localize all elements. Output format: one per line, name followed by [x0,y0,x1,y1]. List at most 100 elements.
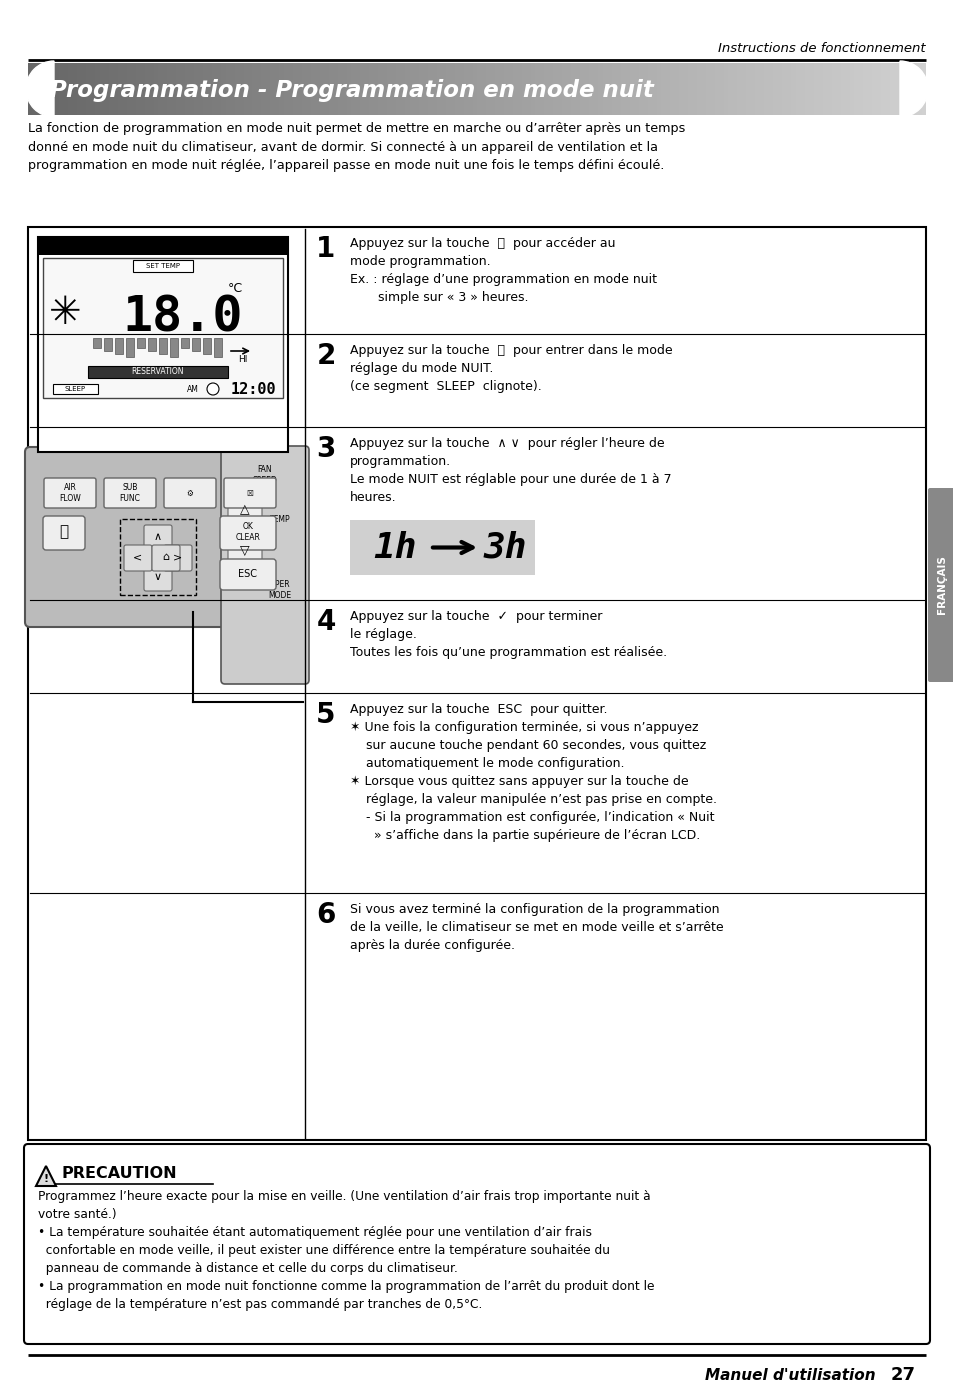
Bar [818,63,822,115]
Bar [427,63,432,115]
Bar [476,63,481,115]
Bar [203,63,208,115]
Bar [132,63,136,115]
Bar [589,63,594,115]
Bar [821,63,827,115]
Bar [432,63,436,115]
Bar [916,63,921,115]
Bar [790,63,796,115]
FancyBboxPatch shape [152,545,180,571]
Bar [342,63,347,115]
Bar [921,63,925,115]
FancyBboxPatch shape [221,447,309,685]
Bar [647,63,652,115]
Text: SLEEP: SLEEP [65,386,86,392]
Bar [692,63,697,115]
Bar [889,63,894,115]
Text: 6: 6 [316,902,335,930]
Bar [132,260,193,272]
Bar [526,63,531,115]
Bar [831,63,836,115]
Bar [642,63,647,115]
Text: Appuyez sur la touche  ✓  pour terminer
le réglage.
Toutes les fois qu’une progr: Appuyez sur la touche ✓ pour terminer le… [350,610,666,659]
Bar [741,63,746,115]
Text: Appuyez sur la touche  ∧ ∨  pour régler l’heure de
programmation.
Le mode NUIT e: Appuyez sur la touche ∧ ∨ pour régler l’… [350,437,671,504]
Bar [620,63,625,115]
Bar [377,63,383,115]
Bar [360,63,365,115]
Bar [858,63,862,115]
Bar [571,63,576,115]
Bar [634,63,639,115]
Bar [104,337,112,351]
Bar [137,337,145,349]
Text: SUB
FUNC: SUB FUNC [119,483,140,503]
Bar [723,63,728,115]
Bar [28,63,33,115]
Bar [490,63,495,115]
Bar [800,63,804,115]
Bar [732,63,738,115]
FancyBboxPatch shape [228,538,262,561]
Text: Programmez l’heure exacte pour la mise en veille. (Une ventilation d’air frais t: Programmez l’heure exacte pour la mise e… [38,1190,654,1310]
Text: ∨: ∨ [153,573,162,582]
Text: ▽: ▽ [240,543,250,556]
Bar [100,63,105,115]
Bar [135,63,141,115]
Bar [382,63,387,115]
Bar [225,63,231,115]
Bar [149,63,154,115]
Bar [355,63,360,115]
Text: ⌂: ⌂ [162,552,170,561]
Bar [808,63,814,115]
Text: 3h: 3h [483,531,526,564]
Bar [876,63,881,115]
Bar [350,519,535,575]
Bar [503,63,508,115]
Bar [485,63,491,115]
Bar [221,63,226,115]
Bar [91,63,95,115]
Bar [624,63,630,115]
Bar [710,63,715,115]
Bar [714,63,720,115]
Bar [760,63,764,115]
Bar [167,63,172,115]
Text: 2: 2 [316,342,335,370]
Bar [544,63,549,115]
Bar [46,63,51,115]
Text: 4: 4 [316,608,335,636]
Bar [598,63,602,115]
Bar [697,63,701,115]
Bar [115,337,123,354]
Bar [866,63,872,115]
Bar [840,63,844,115]
Bar [409,63,415,115]
Bar [499,63,504,115]
Bar [37,63,42,115]
Bar [185,63,190,115]
Text: 27: 27 [890,1366,915,1385]
Bar [665,63,670,115]
Wedge shape [899,62,927,118]
Text: PRECAUTION: PRECAUTION [62,1166,177,1182]
Bar [82,63,87,115]
Bar [192,337,200,351]
Text: Appuyez sur la touche  ESC  pour quitter.
✶ Une fois la configuration terminée, : Appuyez sur la touche ESC pour quitter. … [350,703,717,841]
Bar [773,63,778,115]
Bar [274,63,279,115]
Bar [87,63,91,115]
FancyBboxPatch shape [38,237,288,452]
Text: °C: °C [228,281,243,294]
Bar [405,63,410,115]
Bar [32,63,37,115]
Bar [606,63,612,115]
Bar [602,63,607,115]
Bar [423,63,428,115]
Bar [122,63,127,115]
Bar [593,63,598,115]
Wedge shape [26,62,54,118]
Bar [176,63,181,115]
Bar [284,63,289,115]
FancyBboxPatch shape [144,566,172,591]
